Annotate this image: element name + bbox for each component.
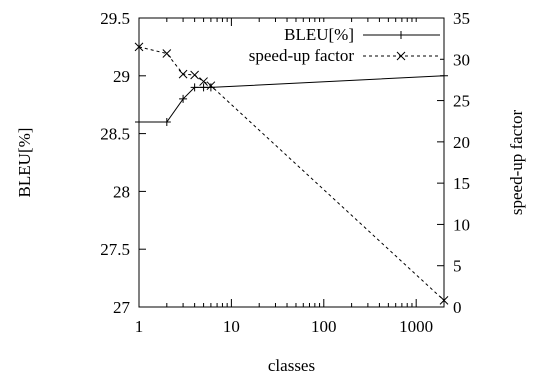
y-tick-label: 27.5 [100, 240, 130, 259]
y2-tick-label: 0 [453, 298, 462, 317]
y2-tick-label: 30 [453, 50, 470, 69]
y-tick-label: 29 [113, 67, 130, 86]
y2-tick-label: 5 [453, 257, 462, 276]
y2-tick-label: 25 [453, 92, 470, 111]
y2-tick-label: 15 [453, 174, 470, 193]
data-point-plus [190, 83, 199, 92]
data-point-cross [206, 81, 216, 91]
data-point-plus [162, 118, 171, 127]
y2-tick-label: 10 [453, 215, 470, 234]
legend-samples [363, 31, 440, 61]
y2-axis-label: speed-up factor [507, 110, 526, 216]
y-tick-label: 28 [113, 182, 130, 201]
data-point-plus [397, 31, 405, 39]
data-point-cross [162, 49, 172, 58]
legend-background [236, 22, 440, 68]
legend-label-bleu: BLEU[%] [284, 25, 354, 44]
x-tick-label: 10 [223, 317, 240, 336]
data-point-cross [396, 51, 406, 61]
data-point-cross [178, 69, 188, 79]
x-tick-label: 100 [311, 317, 337, 336]
data-point-plus [199, 83, 208, 92]
series-layer [134, 42, 449, 305]
y-tick-label: 27 [113, 298, 131, 317]
y-tick-label: 28.5 [100, 125, 130, 144]
x-tick-label: 1000 [399, 317, 433, 336]
legend: BLEU[%] speed-up factor [236, 22, 440, 68]
data-point-cross [190, 70, 199, 80]
legend-label-speed-up: speed-up factor [249, 46, 355, 65]
x-axis-label: classes [268, 356, 315, 375]
ticks-layer: 27 27.5 28 28.5 29 29.5 0 5 10 15 20 25 30 35 1 10 100 10… [100, 9, 470, 336]
data-point-plus [206, 83, 215, 92]
series-line-1 [138, 46, 445, 301]
data-point-plus [179, 94, 188, 103]
plot-area-frame [138, 17, 445, 308]
y-axis-label: BLEU[%] [15, 128, 34, 198]
x-tick-label: 1 [135, 317, 144, 336]
data-point-cross [199, 77, 208, 86]
y-tick-label: 29.5 [100, 9, 130, 28]
y2-tick-label: 35 [453, 9, 470, 28]
y2-tick-label: 20 [453, 133, 470, 152]
